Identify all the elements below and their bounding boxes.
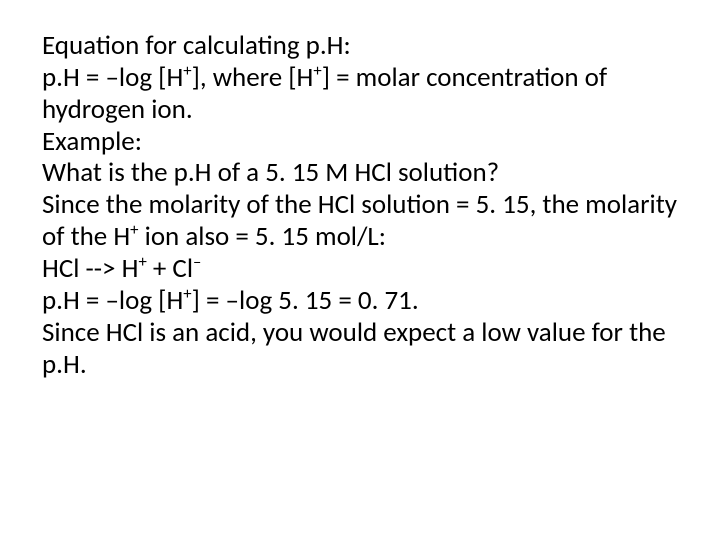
line-8: Since HCl is an acid, you would expect a… — [42, 317, 678, 381]
text: ion also = 5. 15 mol/L: — [139, 220, 387, 253]
text: + Cl — [147, 252, 193, 285]
text: p.H = –log [H — [42, 284, 183, 317]
line-7: p.H = –log [H+] = –log 5. 15 = 0. 71. — [42, 285, 678, 317]
line-5: Since the molarity of the HCl solution =… — [42, 189, 678, 253]
line-3: Example: — [42, 126, 678, 158]
text: Equation for calculating p.H: — [42, 29, 351, 62]
superscript-plus: + — [183, 284, 191, 304]
line-4: What is the p.H of a 5. 15 M HCl solutio… — [42, 157, 678, 189]
superscript-plus: + — [138, 252, 146, 272]
text: Example: — [42, 125, 142, 158]
slide-body: Equation for calculating p.H: p.H = –log… — [0, 0, 720, 540]
text: ], where [H — [192, 61, 314, 94]
text: HCl --> H — [42, 252, 138, 285]
superscript-plus: + — [183, 61, 191, 81]
superscript-minus: – — [193, 252, 201, 272]
text: Since HCl is an acid, you would expect a… — [42, 316, 666, 381]
text: What is the p.H of a 5. 15 M HCl solutio… — [42, 156, 499, 189]
text: p.H = –log [H — [42, 61, 183, 94]
text: ] = –log 5. 15 = 0. 71. — [192, 284, 419, 317]
line-2: p.H = –log [H+], where [H+] = molar conc… — [42, 62, 678, 126]
superscript-plus: + — [313, 61, 321, 81]
line-6: HCl --> H+ + Cl– — [42, 253, 678, 285]
superscript-plus: + — [130, 220, 138, 240]
line-1: Equation for calculating p.H: — [42, 30, 678, 62]
